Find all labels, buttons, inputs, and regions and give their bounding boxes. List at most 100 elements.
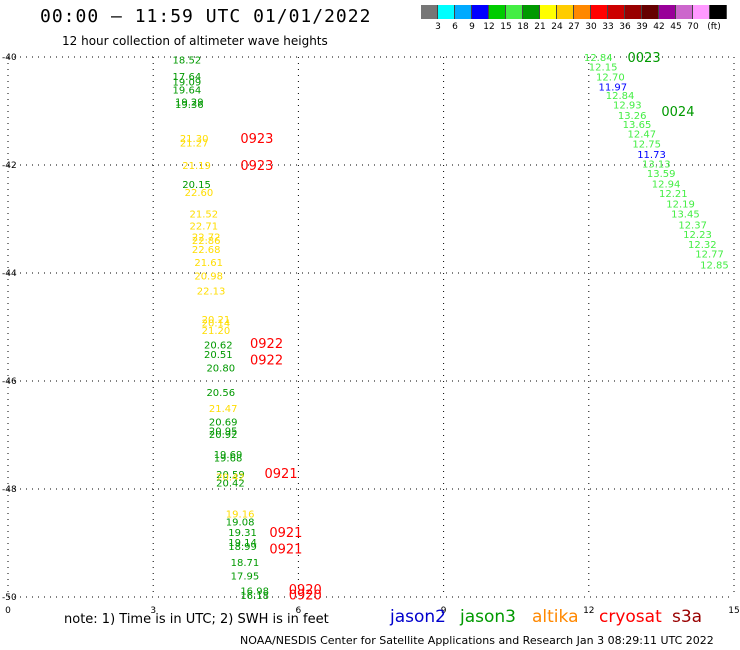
wave-height-value: 12.84 [584, 53, 613, 64]
wave-height-value: 12.21 [659, 189, 688, 200]
y-tick-label: -44 [2, 269, 17, 279]
x-tick-label: 0 [5, 606, 11, 616]
wave-height-value: 12.19 [666, 199, 695, 210]
wave-height-value: 20.56 [206, 388, 235, 399]
color-scale-label: 27 [568, 22, 580, 32]
color-scale-swatch [523, 5, 540, 19]
wave-height-value: 12.15 [589, 63, 618, 74]
wave-height-value: 21.47 [209, 404, 238, 415]
color-scale-label: 18 [517, 22, 529, 32]
pass-time-label: 0923 [240, 132, 273, 147]
wave-height-value: 12.70 [596, 72, 625, 83]
wave-height-value: 12.37 [678, 220, 707, 231]
wave-height-value: 19.08 [226, 517, 255, 528]
color-scale-swatch [557, 5, 574, 19]
wave-height-value: 21.27 [180, 138, 209, 149]
wave-height-value: 17.95 [231, 571, 260, 582]
wave-height-value: 19.64 [173, 85, 202, 96]
y-tick-label: -46 [2, 377, 17, 387]
wave-height-value: 21.20 [202, 326, 231, 337]
color-scale-label: 9 [469, 22, 475, 32]
wave-height-value: 13.26 [618, 111, 647, 122]
wave-height-value: 11.73 [637, 150, 666, 161]
y-tick-label: -48 [2, 485, 17, 495]
wave-height-value: 20.42 [216, 479, 245, 490]
color-scale-swatch [642, 5, 659, 19]
color-scale-label: 36 [619, 22, 631, 32]
color-scale-swatch [472, 5, 489, 19]
pass-time-label: 0922 [250, 337, 283, 352]
wave-height-value: 22.72 [192, 232, 221, 243]
wave-height-value: 12.47 [628, 130, 657, 141]
color-scale-label: 21 [534, 22, 546, 32]
color-scale-swatch [676, 5, 693, 19]
wave-height-value: 20.59 [216, 470, 245, 481]
x-tick-label: 12 [583, 606, 594, 616]
color-scale-swatch [710, 5, 727, 19]
color-scale-swatch [455, 5, 472, 19]
color-scale-swatch [540, 5, 557, 19]
wave-height-value: 22.60 [185, 188, 214, 199]
wave-height-value: 20.21 [202, 315, 231, 326]
wave-height-value: 12.84 [606, 91, 635, 102]
wave-height-value: 19.16 [226, 509, 255, 520]
wave-height-value: 20.98 [194, 272, 223, 283]
color-scale-label: 39 [636, 22, 648, 32]
wave-height-value: 19.09 [173, 77, 202, 88]
wave-height-value: 20.80 [206, 364, 235, 375]
wave-height-value: 12.94 [652, 179, 681, 190]
wave-height-value: 22.13 [197, 286, 226, 297]
color-scale-label: 33 [602, 22, 614, 32]
wave-height-value: 12.85 [700, 260, 729, 271]
color-scale-swatch [693, 5, 710, 19]
wave-height-value: 21.30 [180, 134, 209, 145]
wave-height-value: 22.71 [190, 221, 219, 232]
color-scale-swatch [506, 5, 523, 19]
wave-height-value: 13.65 [623, 120, 652, 131]
wave-height-value: 21.19 [182, 161, 211, 172]
wave-height-value: 22.86 [192, 236, 221, 247]
legend-cryosat: cryosat [599, 607, 662, 627]
color-scale-swatch [421, 5, 438, 19]
color-scale-label: 6 [452, 22, 458, 32]
map-subtitle: 12 hour collection of altimeter wave hei… [62, 34, 328, 48]
wave-height-value: 20.62 [204, 340, 233, 351]
wave-height-value: 19.68 [214, 454, 243, 465]
wave-height-value: 20.42 [216, 473, 245, 484]
wave-height-value: 18.99 [228, 542, 257, 553]
color-scale-swatch [608, 5, 625, 19]
wave-height-value: 21.61 [194, 258, 223, 269]
x-tick-label: 3 [150, 606, 156, 616]
legend-s3a: s3a [672, 607, 703, 627]
wave-height-value: 19.31 [228, 528, 257, 539]
x-tick-label: 6 [296, 606, 302, 616]
color-scale-label: 70 [687, 22, 699, 32]
x-tick-label: 9 [441, 606, 447, 616]
color-scale-label: 3 [435, 22, 441, 32]
y-tick-label: -40 [2, 53, 17, 63]
wave-height-value: 20.51 [204, 350, 233, 361]
color-scale-label: 24 [551, 22, 563, 32]
pass-time-label: 0922 [250, 353, 283, 368]
footer-credit: NOAA/NESDIS Center for Satellite Applica… [240, 634, 714, 647]
map-title: 00:00 – 11:59 UTC 01/01/2022 [40, 6, 372, 27]
pass-time-label: 0921 [265, 467, 298, 482]
y-tick-label: -42 [2, 161, 17, 171]
color-scale-label: 15 [500, 22, 512, 32]
color-scale-swatch [659, 5, 676, 19]
color-scale-label: 45 [670, 22, 682, 32]
wave-height-value: 18.71 [231, 558, 260, 569]
wave-height-value: 19.36 [175, 100, 204, 111]
x-tick-label: 15 [728, 606, 739, 616]
wave-height-value: 12.32 [688, 240, 717, 251]
y-tick-label: -50 [2, 593, 17, 603]
color-scale-swatch [625, 5, 642, 19]
wave-height-value: 21.52 [190, 210, 219, 221]
pass-time-label: 0921 [269, 542, 302, 557]
pass-time-label: 0023 [628, 51, 661, 66]
color-scale-label: 30 [585, 22, 597, 32]
wave-height-value: 12.93 [613, 101, 642, 112]
wave-height-value: 11.97 [598, 83, 627, 94]
wave-height-value: 16.98 [240, 587, 269, 598]
pass-time-label: 0024 [661, 105, 694, 120]
